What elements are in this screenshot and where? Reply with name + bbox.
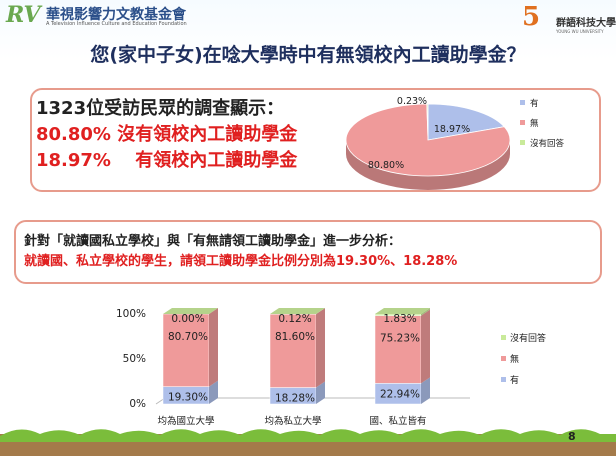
bar-2-label-3: 0.12% [278,313,311,325]
pie-legend-swatch-2 [520,120,525,125]
bar-3-label-1: 22.94% [380,388,420,400]
pie-legend-label-2: 無 [530,118,539,129]
survey-line-2: 80.80% 沒有領校內工讀助學金 [36,124,298,145]
university-name: 群語科技大學 [556,18,616,29]
bar-3-seg-2 [374,315,422,384]
bar-2-seg-2 [269,313,317,388]
stacked-bar-chart: 0% 50% 100% 19.30% 80.70% 0.00% 均為國立大學 18.28% 81… [116,308,546,427]
bar-legend-label-3: 沒有回答 [510,332,546,344]
foundation-name: 華視影響力文教基金會 [46,7,186,23]
x-tick-label-1: 均為國立大學 [157,415,214,427]
bar-3-side-1 [421,377,430,404]
bar-legend-label-1: 有 [510,374,519,386]
foundation-logo: RV 華視影響力文教基金會 A Television Influence Cul… [6,2,216,30]
bar-1-seg-2 [162,313,210,387]
x-tick-label-2: 均為私立大學 [264,415,321,427]
slide-title: 您(家中子女)在唸大學時中有無領校內工讀助學金？ [90,44,526,66]
y-tick-label-1: 0% [129,398,146,410]
bar-legend-swatch-1 [501,377,506,382]
bar-2-label-1: 18.28% [275,393,315,405]
analysis-line-1: 針對「就讀國私立學校」與「有無請領工讀助學金」進一步分析： [24,234,402,249]
bar-2-side-3 [316,308,325,315]
bar-3-side-2 [421,309,430,384]
university-subtitle: YOUNG WU UNIVERSITY [556,29,604,34]
y-tick-label-3: 100% [116,308,146,320]
pie-label-2: 80.80% [368,160,404,171]
bar-legend-label-2: 無 [510,353,519,365]
bar-3-top [375,308,430,314]
bar-1-top [163,308,218,314]
bar-2-side-2 [316,308,325,388]
bar-2-side-1 [316,381,325,404]
pie-side [346,140,510,190]
pie-label-3: 0.23% [397,96,427,107]
bar-1-label-1: 19.30% [168,392,208,404]
pie-legend-label-3: 沒有回答 [530,138,565,149]
survey-line-3: 18.97% 有領校內工讀助學金 [36,150,298,171]
pie-label-1: 18.97% [434,124,470,135]
foundation-subtitle: A Television Influence Culture and Educa… [46,21,187,27]
pie-slice-2 [345,103,511,177]
bar-2-top [270,308,325,314]
bar-3-label-2: 75.23% [380,333,420,345]
analysis-line-2: 就讀國、私立學校的學生，請領工讀助學金比例分別為19.30%、18.28% [24,254,458,269]
bar-3-side-3 [421,308,430,316]
university-logo-mark: 5 [522,2,541,32]
pie-legend-swatch-1 [520,100,525,105]
y-tick-label-2: 50% [123,353,146,365]
bar-1-side-1 [209,380,218,404]
bar-1-label-2: 80.70% [168,331,208,343]
university-logo: 5 群語科技大學 YOUNG WU UNIVERSITY [522,2,616,40]
bar-3-label-3: 1.83% [383,313,416,325]
foundation-logo-mark: RV [6,2,41,28]
pie-slice-3 [426,103,429,141]
analysis-box [14,220,602,284]
bar-1-side-2 [209,308,218,387]
page-number: 8 [568,430,576,443]
ground-decoration [0,429,616,456]
pie-legend-swatch-3 [520,140,525,145]
bar-legend-swatch-2 [501,356,506,361]
bar-2-label-2: 81.60% [275,331,315,343]
pie-slice-1 [427,103,505,141]
survey-line-1: 1323位受訪民眾的調查顯示： [36,98,285,119]
x-tick-label-3: 國、私立皆有 [369,415,426,427]
pie-legend-label-1: 有 [530,98,539,109]
bar-1-label-3: 0.00% [171,313,204,325]
bar-legend-swatch-3 [501,335,506,340]
